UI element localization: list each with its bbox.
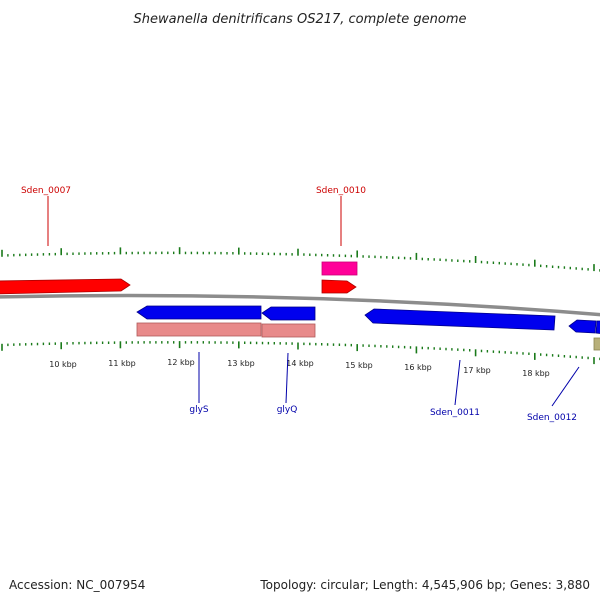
scale-label: 17 kbp: [463, 366, 491, 375]
gene-glys-feature[interactable]: [136, 305, 262, 320]
gene-label-glys[interactable]: glyS: [189, 405, 209, 415]
glyq-leader-line: [285, 352, 289, 404]
gene-label-sden-0011[interactable]: Sden_0011: [430, 408, 480, 418]
scale-label: 10 kbp: [49, 360, 77, 369]
gene-label-sden-0010[interactable]: Sden_0010: [316, 186, 366, 196]
sden-0011-leader-line: [454, 359, 461, 406]
gene-sden-0012-feature[interactable]: [568, 319, 597, 334]
gene-sden-0007-feature[interactable]: [0, 278, 131, 295]
tick-marks-top: [1, 247, 600, 272]
gene-sden-0013-feature[interactable]: [595, 320, 600, 334]
gene-glys-rna-feature[interactable]: [136, 322, 262, 337]
genome-backbone: [0, 293, 600, 317]
genome-summary-text: Topology: circular; Length: 4,545,906 bp…: [260, 578, 590, 592]
scale-label: 12 kbp: [167, 358, 195, 367]
gene-glyq-feature[interactable]: [261, 306, 316, 321]
gene-sden-0010-feature[interactable]: [321, 279, 357, 294]
tick-marks-bottom: [1, 341, 600, 365]
scale-label: 18 kbp: [522, 369, 550, 378]
gene-label-sden-0007[interactable]: Sden_0007: [21, 186, 71, 196]
gene-sden-0010-rna-feature[interactable]: [321, 261, 358, 276]
scale-labels: 10 kbp 11 kbp 12 kbp 13 kbp 14 kbp 15 kb…: [49, 358, 550, 378]
gene-label-sden-0012[interactable]: Sden_0012: [527, 413, 577, 423]
gene-glyq-rna-feature[interactable]: [261, 323, 316, 338]
scale-label: 11 kbp: [108, 359, 136, 368]
gene-label-glyq[interactable]: glyQ: [277, 405, 298, 415]
scale-label: 15 kbp: [345, 361, 373, 370]
scale-label: 14 kbp: [286, 359, 314, 368]
scale-label: 16 kbp: [404, 363, 432, 372]
accession-text: Accession: NC_007954: [9, 578, 146, 592]
scale-label: 13 kbp: [227, 359, 255, 368]
misc-feature[interactable]: [593, 337, 600, 351]
map-title: Shewanella denitrificans OS217, complete…: [134, 12, 467, 27]
gene-sden-0011-feature[interactable]: [364, 308, 556, 331]
sden-0012-leader-line: [551, 366, 580, 407]
